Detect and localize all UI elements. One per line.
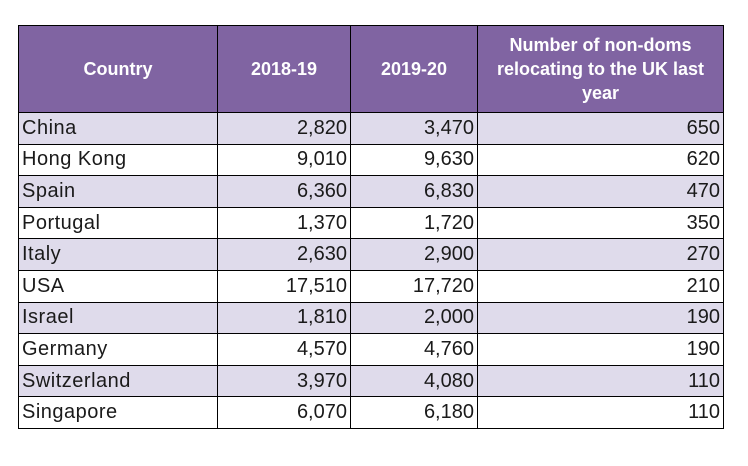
value-2018-19-cell: 2,820 [217,112,351,145]
country-cell: Israel [18,301,218,335]
country-cell: Portugal [18,206,218,240]
table-row: Portugal 1,370 1,720 350 [18,206,724,240]
value-2018-19-cell: 3,970 [217,364,351,398]
relocating-count-cell: 110 [477,396,724,429]
value-2018-19-cell: 2,630 [217,238,351,271]
relocating-count-cell: 190 [477,333,724,366]
relocating-count-cell: 350 [477,206,724,240]
table-body: China 2,820 3,470 650 Hong Kong 9,010 9,630 620… [18,112,724,429]
value-2019-20-cell: 9,630 [350,143,478,177]
value-2018-19-cell: 6,360 [217,175,351,208]
table-row: Switzerland 3,970 4,080 110 [18,364,724,398]
value-2019-20-cell: 1,720 [350,206,478,240]
non-dom-table: Country 2018-19 2019-20 Number of non-do… [18,25,724,429]
relocating-count-cell: 210 [477,269,724,303]
country-cell: USA [18,269,218,303]
country-cell: Germany [18,333,218,366]
header-relocating: Number of non-doms relocating to the UK … [477,25,724,113]
country-cell: Spain [18,175,218,208]
value-2019-20-cell: 2,900 [350,238,478,271]
value-2019-20-cell: 4,760 [350,333,478,366]
country-cell: Hong Kong [18,143,218,177]
country-cell: Italy [18,238,218,271]
table-row: Singapore 6,070 6,180 110 [18,396,724,429]
value-2019-20-cell: 4,080 [350,364,478,398]
relocating-count-cell: 470 [477,175,724,208]
table-row: Israel 1,810 2,000 190 [18,301,724,335]
value-2019-20-cell: 6,180 [350,396,478,429]
country-cell: China [18,112,218,145]
relocating-count-cell: 620 [477,143,724,177]
table-row: USA 17,510 17,720 210 [18,269,724,303]
header-country: Country [18,25,218,113]
relocating-count-cell: 270 [477,238,724,271]
value-2018-19-cell: 1,370 [217,206,351,240]
value-2019-20-cell: 17,720 [350,269,478,303]
value-2019-20-cell: 2,000 [350,301,478,335]
value-2018-19-cell: 17,510 [217,269,351,303]
country-cell: Singapore [18,396,218,429]
table-row: Spain 6,360 6,830 470 [18,175,724,208]
table-row: Hong Kong 9,010 9,630 620 [18,143,724,177]
value-2018-19-cell: 6,070 [217,396,351,429]
country-cell: Switzerland [18,364,218,398]
value-2019-20-cell: 6,830 [350,175,478,208]
header-row: Country 2018-19 2019-20 Number of non-do… [18,25,724,113]
table-row: Italy 2,630 2,900 270 [18,238,724,271]
relocating-count-cell: 650 [477,112,724,145]
relocating-count-cell: 190 [477,301,724,335]
value-2018-19-cell: 4,570 [217,333,351,366]
value-2018-19-cell: 1,810 [217,301,351,335]
header-2019-20: 2019-20 [350,25,478,113]
value-2019-20-cell: 3,470 [350,112,478,145]
relocating-count-cell: 110 [477,364,724,398]
value-2018-19-cell: 9,010 [217,143,351,177]
header-2018-19: 2018-19 [217,25,351,113]
table-row: Germany 4,570 4,760 190 [18,333,724,366]
table-row: China 2,820 3,470 650 [18,112,724,145]
